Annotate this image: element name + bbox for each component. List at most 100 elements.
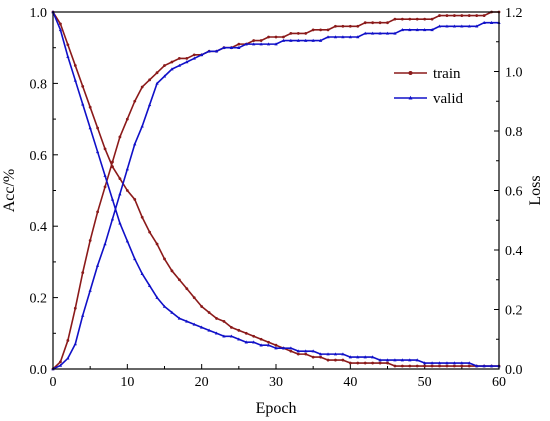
point-train-loss	[363, 361, 367, 365]
point-valid-acc	[423, 28, 427, 32]
point-train-loss	[274, 343, 278, 347]
point-valid-acc	[185, 60, 189, 64]
x-tick-label: 60	[492, 375, 506, 390]
point-train-loss	[408, 364, 412, 368]
point-train-loss	[230, 325, 233, 329]
x-tick-label: 50	[418, 375, 432, 390]
point-valid-acc	[222, 45, 226, 49]
point-train-acc	[96, 210, 99, 214]
point-train-loss	[445, 364, 449, 368]
point-train-acc	[148, 78, 152, 82]
y-axis-right-title: Loss	[527, 175, 544, 205]
point-valid-acc	[430, 28, 434, 32]
point-valid-acc	[467, 24, 471, 28]
point-train-acc	[185, 57, 189, 60]
point-valid-loss	[140, 272, 144, 276]
point-valid-loss	[371, 355, 375, 359]
x-tick-label: 30	[269, 375, 283, 390]
y-left-tick-label: 0.4	[30, 220, 48, 235]
legend-label-train: train	[433, 66, 461, 82]
point-train-acc	[467, 14, 471, 17]
point-train-loss	[222, 320, 226, 323]
point-valid-loss	[430, 361, 434, 365]
point-valid-acc	[177, 63, 181, 67]
point-train-loss	[356, 361, 360, 365]
point-valid-acc	[103, 242, 107, 246]
legend: train valid	[394, 66, 463, 107]
point-train-acc	[274, 35, 278, 39]
point-valid-acc	[192, 56, 196, 60]
point-train-acc	[371, 21, 375, 25]
point-valid-acc	[170, 67, 174, 71]
point-train-loss	[252, 334, 256, 338]
point-valid-acc	[207, 49, 211, 53]
point-valid-acc	[148, 103, 152, 107]
point-valid-acc	[289, 38, 293, 42]
point-train-loss	[192, 296, 196, 299]
point-train-loss	[140, 215, 144, 219]
point-valid-acc	[58, 363, 63, 367]
point-valid-loss	[259, 343, 263, 347]
legend-marker-valid	[408, 95, 413, 100]
point-train-loss	[259, 337, 263, 341]
point-train-loss	[460, 364, 464, 368]
point-train-acc	[289, 32, 293, 35]
point-train-acc	[192, 53, 196, 57]
x-axis-title: Epoch	[256, 400, 297, 417]
point-valid-loss	[452, 361, 457, 365]
point-valid-acc	[475, 24, 479, 28]
point-valid-loss	[125, 239, 129, 243]
point-train-loss	[73, 64, 77, 67]
point-valid-loss	[88, 126, 92, 130]
point-train-acc	[163, 64, 166, 67]
point-valid-acc	[244, 42, 248, 46]
point-valid-loss	[393, 358, 397, 362]
point-valid-acc	[445, 24, 449, 28]
point-train-acc	[445, 14, 449, 17]
x-tick-label: 20	[195, 375, 209, 390]
point-train-loss	[400, 364, 404, 368]
point-valid-loss	[333, 352, 338, 356]
point-train-acc	[453, 14, 456, 17]
point-train-acc	[482, 14, 486, 17]
point-train-loss	[103, 147, 107, 151]
point-train-loss	[393, 364, 397, 368]
point-valid-loss	[118, 221, 122, 225]
point-train-loss	[386, 361, 389, 365]
point-train-acc	[460, 14, 464, 17]
plot-frame	[52, 11, 500, 370]
point-valid-acc	[281, 38, 286, 42]
point-valid-loss	[177, 316, 181, 320]
point-valid-loss	[437, 361, 442, 365]
point-train-loss	[237, 328, 241, 332]
point-train-loss	[423, 364, 427, 368]
point-train-acc	[111, 160, 114, 164]
point-valid-acc	[155, 81, 159, 85]
point-valid-loss	[460, 361, 464, 365]
point-valid-acc	[489, 20, 494, 24]
point-valid-acc	[237, 45, 241, 49]
point-valid-acc	[296, 38, 300, 42]
point-valid-loss	[482, 364, 486, 368]
point-train-acc	[282, 35, 285, 39]
point-valid-loss	[207, 328, 211, 332]
point-train-acc	[59, 360, 62, 364]
point-valid-loss	[415, 358, 419, 362]
legend-marker-train	[408, 71, 413, 75]
point-train-acc	[400, 17, 404, 21]
point-valid-loss	[95, 150, 100, 154]
point-train-acc	[267, 35, 270, 39]
x-tick-label: 40	[343, 375, 357, 390]
point-valid-loss	[244, 340, 248, 344]
y-right-tick-label: 0.6	[505, 185, 523, 200]
point-train-acc	[393, 17, 397, 21]
point-valid-loss	[348, 355, 352, 359]
point-valid-loss	[423, 361, 427, 365]
point-train-acc	[73, 306, 77, 310]
point-valid-loss	[133, 257, 137, 261]
y-axis-left-title: Acc/%	[1, 169, 18, 213]
point-train-loss	[267, 340, 270, 344]
point-valid-acc	[274, 42, 278, 46]
point-train-acc	[103, 185, 107, 189]
